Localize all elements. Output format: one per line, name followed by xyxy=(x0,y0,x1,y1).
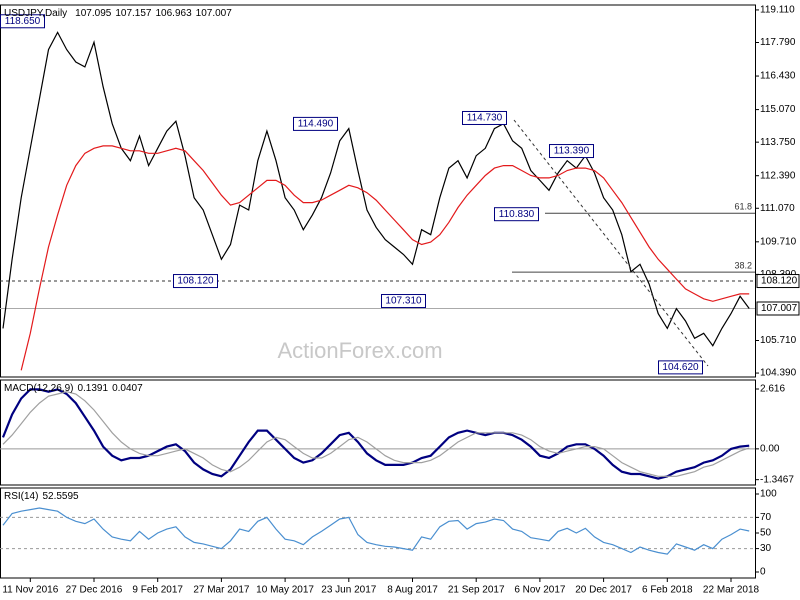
y-tick-label: 119.110 xyxy=(760,5,795,16)
price-annotation-box xyxy=(173,274,218,289)
y-tick-label: 50 xyxy=(760,528,772,539)
x-tick-label: 20 Dec 2017 xyxy=(575,585,632,596)
x-tick-label: 6 Feb 2018 xyxy=(642,585,693,596)
y-tick-label: 115.070 xyxy=(760,104,796,115)
price-annotation-box xyxy=(658,360,703,375)
x-tick-label: 6 Nov 2017 xyxy=(514,585,566,596)
y-tick-label: 109.710 xyxy=(760,236,797,247)
panel-header: USDJPY,Daily 107.095 107.157 106.963 107.007 xyxy=(4,8,232,19)
series-line xyxy=(2,31,750,347)
price-annotation: 104.620 xyxy=(662,362,699,373)
y-tick-label: 117.790 xyxy=(760,37,796,48)
readout-value: 107.157 xyxy=(115,8,152,19)
price-annotation-box xyxy=(0,14,45,29)
price-annotation-box xyxy=(381,294,426,309)
y-tick-label: 113.750 xyxy=(760,137,796,148)
series-line xyxy=(1,388,750,480)
x-tick-label: 9 Feb 2017 xyxy=(132,585,183,596)
x-tick-label: 10 May 2017 xyxy=(256,585,314,596)
price-annotation: 114.730 xyxy=(467,113,503,124)
y-tick-label: 0 xyxy=(760,567,766,578)
price-annotation: 114.490 xyxy=(298,119,334,130)
y-tick-label: 100 xyxy=(760,489,777,500)
y-tick-label: 111.070 xyxy=(760,203,795,214)
x-tick-label: 27 Mar 2017 xyxy=(193,585,250,596)
y-tick-label: 70 xyxy=(760,512,772,523)
x-tick-label: 22 Mar 2018 xyxy=(703,585,760,596)
price-annotation: 113.390 xyxy=(554,146,590,157)
y-tick-label: 0.00 xyxy=(760,443,780,454)
readout-value: 107.007 xyxy=(196,8,233,19)
price-annotation: 108.120 xyxy=(177,276,214,287)
panel-header: RSI(14) 52.5595 xyxy=(4,491,79,502)
x-tick-label: 27 Dec 2016 xyxy=(66,585,123,596)
readout-value: 0.1391 xyxy=(77,383,108,394)
series-line xyxy=(2,391,750,477)
level-axis-box xyxy=(756,274,800,289)
x-tick-label: 21 Sep 2017 xyxy=(448,585,505,596)
y-tick-label: 116.430 xyxy=(760,71,796,82)
panel-title: RSI(14) xyxy=(4,491,38,502)
level-axis-box xyxy=(756,301,800,316)
price-annotation: 107.310 xyxy=(385,296,422,307)
fib-label: 38.2 xyxy=(734,261,752,271)
panel-frame xyxy=(0,379,756,486)
x-tick-label: 23 Jun 2017 xyxy=(321,585,376,596)
y-tick-label: 2.616 xyxy=(760,384,785,395)
series-line xyxy=(2,507,750,555)
panel-title: USDJPY,Daily xyxy=(4,8,67,19)
readout-value: 0.0407 xyxy=(112,383,143,394)
price-annotation-box xyxy=(462,110,507,125)
y-tick-label: 104.390 xyxy=(760,368,797,379)
y-tick-label: 112.390 xyxy=(760,170,796,181)
price-annotation-box xyxy=(293,116,338,131)
price-annotation: 118.650 xyxy=(5,16,41,27)
series-line xyxy=(20,145,750,371)
price-annotation: 110.830 xyxy=(499,209,535,220)
y-tick-label: 30 xyxy=(760,543,772,554)
level-axis-label: 107.007 xyxy=(761,303,798,314)
x-tick-label: 8 Aug 2017 xyxy=(387,585,438,596)
readout-value: 106.963 xyxy=(155,8,192,19)
price-annotation-box xyxy=(549,144,594,159)
trend-line xyxy=(513,119,709,367)
price-annotation-box xyxy=(494,207,539,222)
readout-value: 107.095 xyxy=(75,8,112,19)
x-tick-label: 11 Nov 2016 xyxy=(2,585,58,596)
panel-header: MACD(12,26,9) 0.1391 0.0407 xyxy=(4,383,143,394)
fib-label: 61.8 xyxy=(734,202,752,212)
panel-title: MACD(12,26,9) xyxy=(4,383,73,394)
watermark: ActionForex.com xyxy=(277,338,442,363)
y-tick-label: 105.710 xyxy=(760,335,797,346)
panel-frame xyxy=(0,4,756,378)
level-axis-label: 108.120 xyxy=(761,276,798,287)
readout-value: 52.5595 xyxy=(42,491,79,502)
y-tick-label: -1.3467 xyxy=(760,474,794,485)
